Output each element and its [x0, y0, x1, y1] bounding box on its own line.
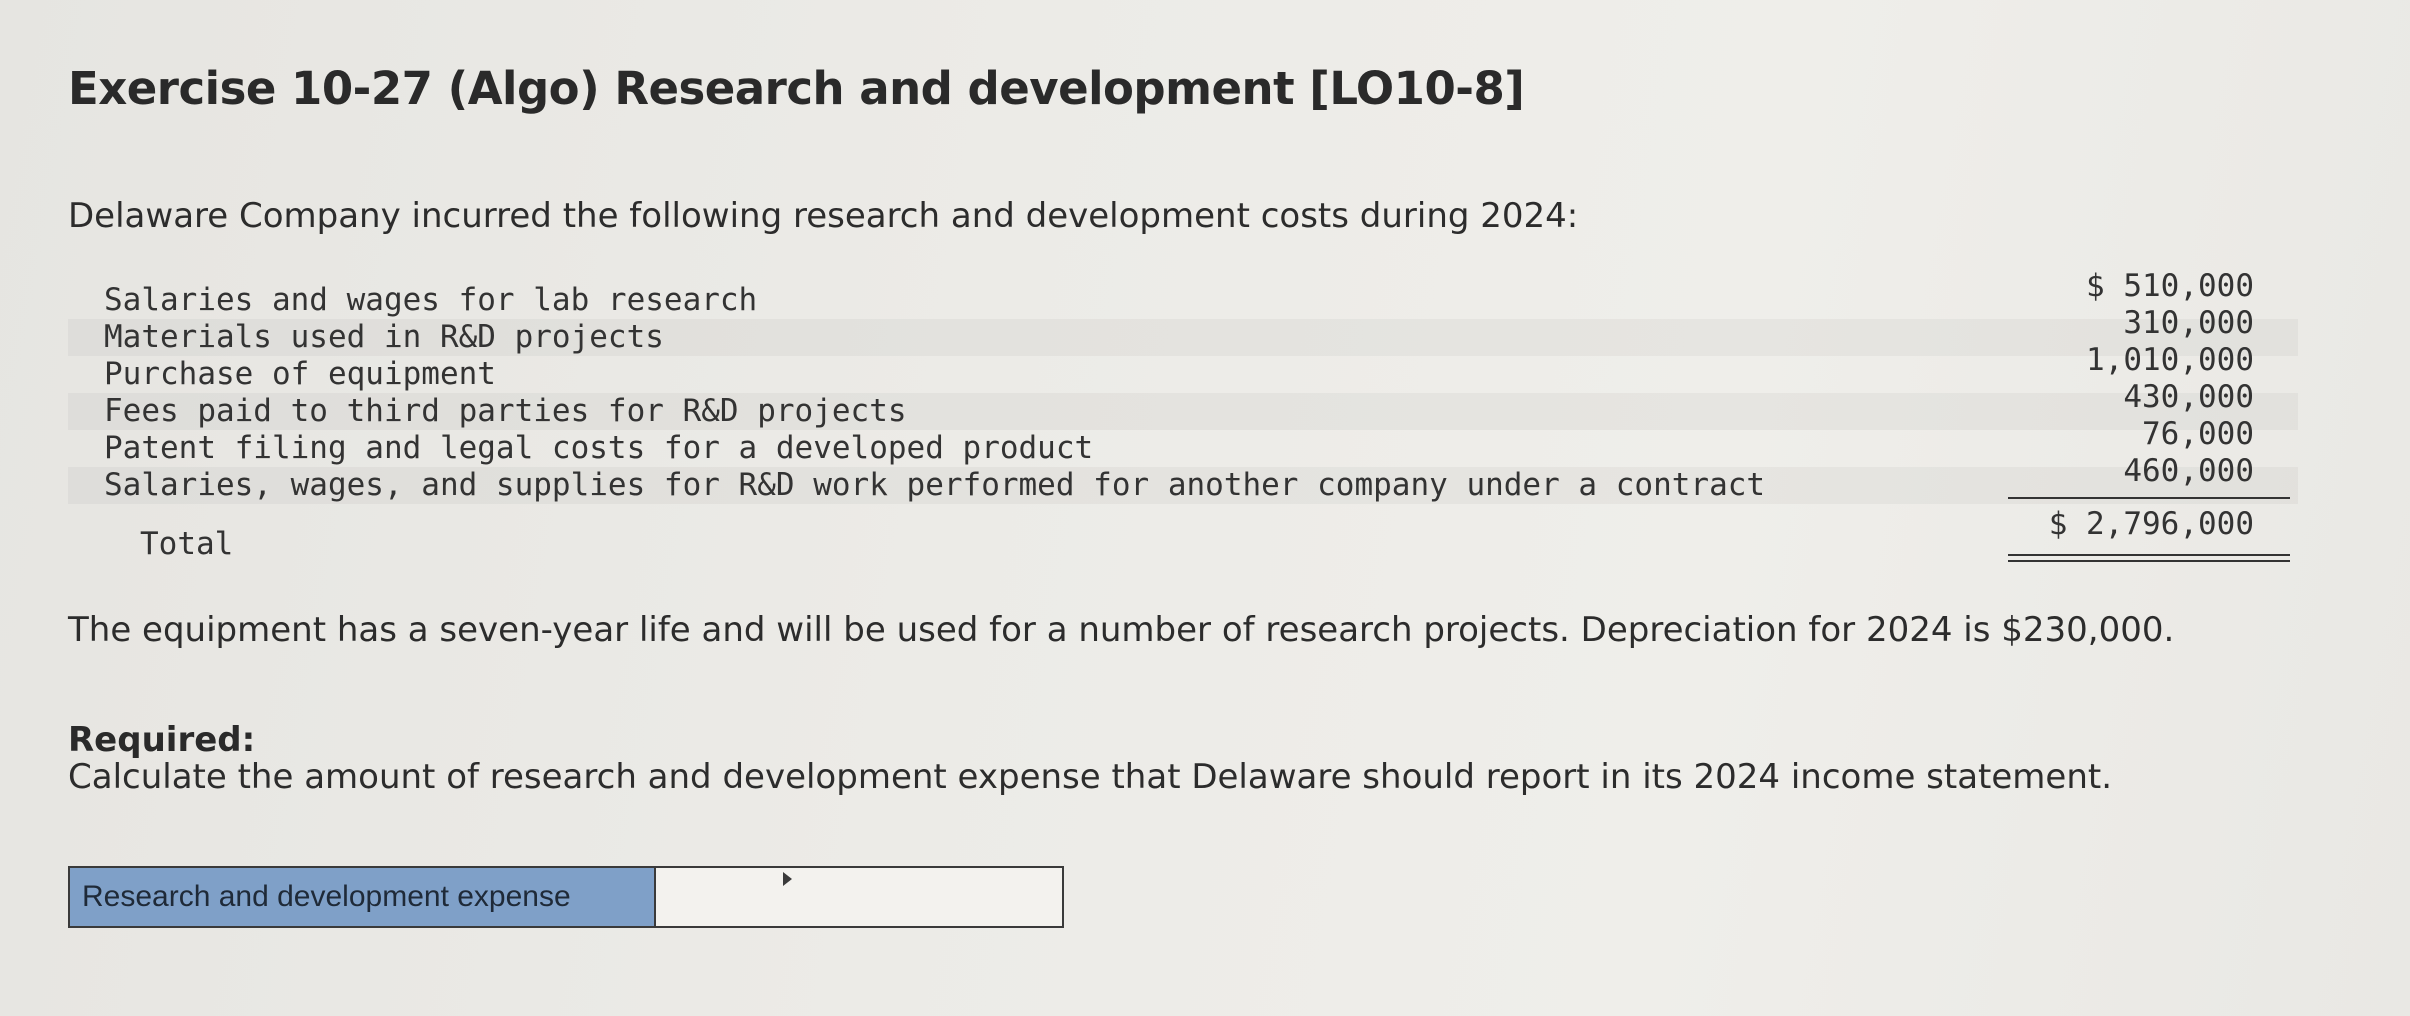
cost-row: Salaries and wages for lab research $ 51… — [68, 268, 2298, 319]
answer-label: Research and development expense — [70, 868, 656, 926]
required-instructions: Calculate the amount of research and dev… — [68, 757, 2113, 797]
rd-expense-input[interactable] — [656, 868, 1062, 926]
cost-row: Patent filing and legal costs for a deve… — [68, 416, 2298, 467]
answer-row: Research and development expense — [68, 866, 1064, 928]
cost-row: Salaries, wages, and supplies for R&D wo… — [68, 453, 2298, 504]
cost-row: Fees paid to third parties for R&D proje… — [68, 379, 2298, 430]
cost-amount: 310,000 — [2123, 305, 2254, 341]
cost-label: Purchase of equipment — [104, 356, 496, 392]
costs-table: Salaries and wages for lab research $ 51… — [68, 268, 2298, 504]
required-heading: Required: — [68, 720, 256, 760]
total-double-rule — [2008, 554, 2290, 562]
subtotal-rule — [2008, 497, 2290, 499]
input-marker-icon — [783, 872, 792, 886]
total-label: Total — [140, 526, 234, 562]
problem-intro: Delaware Company incurred the following … — [68, 196, 1579, 236]
cost-label: Fees paid to third parties for R&D proje… — [104, 393, 907, 429]
cost-label: Salaries, wages, and supplies for R&D wo… — [104, 467, 1766, 503]
cost-row: Materials used in R&D projects 310,000 — [68, 305, 2298, 356]
cost-label: Patent filing and legal costs for a deve… — [104, 430, 1094, 466]
cost-amount: 460,000 — [2123, 453, 2254, 489]
cost-label: Salaries and wages for lab research — [104, 282, 758, 318]
cost-amount: 430,000 — [2123, 379, 2254, 415]
equipment-note: The equipment has a seven-year life and … — [68, 610, 2175, 650]
cost-label: Materials used in R&D projects — [104, 319, 664, 355]
cost-amount: 76,000 — [2142, 416, 2254, 452]
cost-amount: $ 510,000 — [2086, 268, 2254, 304]
cost-row: Purchase of equipment 1,010,000 — [68, 342, 2298, 393]
cost-amount: 1,010,000 — [2086, 342, 2254, 378]
page-title: Exercise 10-27 (Algo) Research and devel… — [68, 62, 1525, 115]
total-amount: $ 2,796,000 — [2048, 506, 2254, 542]
